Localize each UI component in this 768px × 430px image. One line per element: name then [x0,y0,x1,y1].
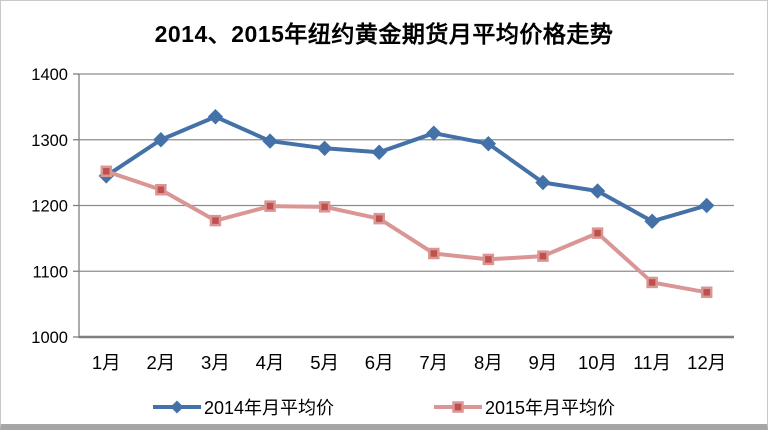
x-axis-label: 9月 [529,352,558,373]
marker [426,125,442,141]
x-axis-label: 2月 [146,352,175,373]
plot-area: 1000 1100 1200 1300 1400 1月 2月 3月 4月 5月 6月 7月 8月 9月 10… [31,66,734,373]
x-axis-label: 8月 [474,352,503,373]
marker [155,183,167,196]
diamond-legend-marker-icon [152,400,201,414]
marker [644,213,660,229]
marker [262,133,278,149]
marker [371,144,387,160]
y-axis-label: 1000 [31,329,68,347]
marker [316,140,333,157]
chart-title: 2014、2015年纽约黄金期货月平均价格走势 [154,21,614,47]
marker [480,135,497,152]
x-axis-label: 11月 [633,352,671,373]
marker [700,286,713,299]
legend-item: 2015年月平均价 [434,394,615,420]
legend-label: 2015年月平均价 [485,398,616,418]
marker [535,174,551,191]
marker [373,212,385,225]
marker [318,201,331,213]
x-axis-label: 10月 [578,352,617,373]
chart-legend: 2014年月平均价 2015年月平均价 [1,394,767,420]
y-axis-label: 1200 [31,198,68,216]
square-legend-marker-icon [434,401,482,413]
y-axis-label: 1400 [31,66,68,84]
x-axis-label: 12月 [687,352,726,373]
marker [100,165,113,178]
x-axis-label: 7月 [419,352,448,373]
marker [482,253,495,266]
marker [537,250,549,262]
legend-label: 2014年月平均价 [203,398,334,418]
series-line-2015年月平均价 [104,169,709,295]
marker [591,227,604,239]
x-axis-label: 3月 [201,352,230,373]
marker [153,132,169,148]
marker [646,276,658,289]
marker [589,183,606,199]
marker [264,200,276,212]
x-axis-label: 5月 [310,352,339,373]
marker [428,247,440,260]
marker [207,109,224,125]
y-axis-label: 1300 [31,132,68,150]
x-axis-label: 6月 [365,352,394,373]
marker [209,214,222,227]
x-axis-label: 4月 [256,352,285,373]
legend-item: 2014年月平均价 [152,394,334,420]
series-line-2014年月平均价 [104,114,709,224]
y-axis-label: 1100 [33,263,68,281]
x-axis-label: 1月 [92,352,121,373]
marker [699,197,715,214]
